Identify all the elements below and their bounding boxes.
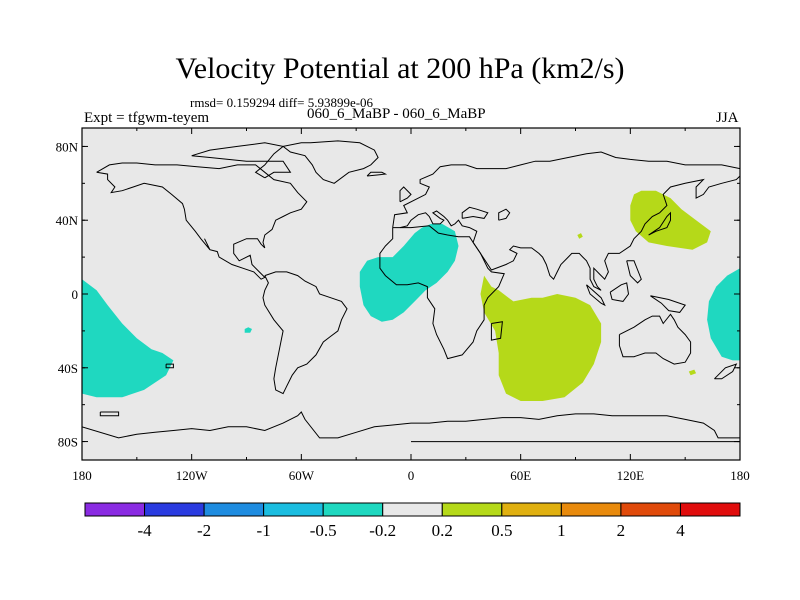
colorbar-swatch	[679, 502, 741, 517]
colorbar-label: -2	[197, 521, 211, 540]
colorbar-swatch	[144, 502, 205, 517]
colorbar-label: -0.2	[369, 521, 396, 540]
colorbar-swatch	[203, 502, 265, 517]
coastline-21	[165, 363, 174, 369]
coastline-15	[490, 321, 503, 341]
y-tick-label: 80N	[56, 139, 79, 154]
coastline-13	[648, 211, 671, 236]
stats-label: rmsd= 0.159294 diff= 5.93899e-06	[190, 95, 374, 110]
y-tick-label: 0	[72, 287, 79, 302]
colorbar-swatch	[501, 502, 562, 517]
x-tick-label: 60E	[510, 468, 531, 483]
comparison-label: 060_6_MaBP - 060_6_MaBP	[307, 106, 486, 122]
axis-ticks: 180 120W 60W 0 60E 120E 180 80N 40N 0 40S 80S	[56, 128, 750, 483]
coastline-0	[96, 162, 308, 280]
experiment-label: Expt = tfgwm-teyem	[84, 110, 210, 126]
coastline-3	[379, 225, 505, 360]
colorbar-swatch	[560, 502, 622, 517]
negative-anomaly-atlantic-africa	[359, 223, 459, 322]
x-tick-label: 180	[730, 468, 750, 483]
coastline-1	[281, 140, 379, 184]
season-label: JJA	[716, 110, 739, 126]
negative-anomaly-small-pacific	[244, 327, 252, 333]
coastline-5	[399, 175, 740, 291]
coastline-12	[626, 260, 642, 284]
x-tick-label: 120E	[617, 468, 645, 483]
positive-anomaly-small-india	[577, 233, 583, 239]
coastline-11	[650, 295, 687, 313]
y-tick-label: 80S	[58, 435, 78, 450]
colorbar-label: 0.2	[432, 521, 453, 540]
colorbar-swatch	[620, 502, 681, 517]
x-tick-label: 0	[408, 468, 415, 483]
coastline-7	[498, 208, 511, 221]
colorbar-label: -4	[137, 521, 152, 540]
y-tick-label: 40S	[58, 361, 78, 376]
coastline-2	[262, 271, 348, 395]
colorbar-label: 0.5	[491, 521, 512, 540]
chart-title: Velocity Potential at 200 hPa (km2/s)	[175, 52, 625, 85]
x-tick-label: 60W	[289, 468, 315, 483]
colorbar-label: 2	[617, 521, 626, 540]
negative-anomaly-west-pacific	[707, 268, 740, 361]
negative-anomaly-east-pacific	[82, 279, 174, 398]
colorbar-swatch	[84, 502, 146, 517]
colorbar-label: 4	[676, 521, 685, 540]
positive-anomaly-small-pacific	[688, 369, 697, 376]
colorbar-swatch	[441, 502, 503, 517]
coastline-4	[392, 151, 740, 228]
coastline-18	[191, 142, 292, 179]
colorbar-label: -1	[257, 521, 271, 540]
coastline-20	[99, 411, 120, 417]
colorbar-swatch	[382, 502, 443, 517]
x-tick-label: 180	[72, 468, 92, 483]
coastline-9	[586, 284, 606, 307]
colorbar: -4 -2 -1 -0.5 -0.2 0.2 0.5 1 2 4	[84, 502, 741, 540]
colorbar-label: 1	[557, 521, 566, 540]
colorbar-swatch	[322, 502, 384, 517]
coastline-19	[82, 411, 740, 439]
coastline-6	[461, 206, 489, 219]
x-tick-label: 120W	[176, 468, 209, 483]
colorbar-swatch	[263, 502, 324, 517]
coastline-10	[609, 282, 630, 302]
colorbar-label: -0.5	[310, 521, 337, 540]
coastlines	[82, 140, 740, 443]
coastline-17	[366, 171, 388, 177]
coastline-16	[399, 186, 412, 203]
coastline-8	[618, 313, 692, 365]
y-tick-label: 40N	[56, 213, 79, 228]
positive-anomaly-indian-ocean	[480, 275, 602, 401]
